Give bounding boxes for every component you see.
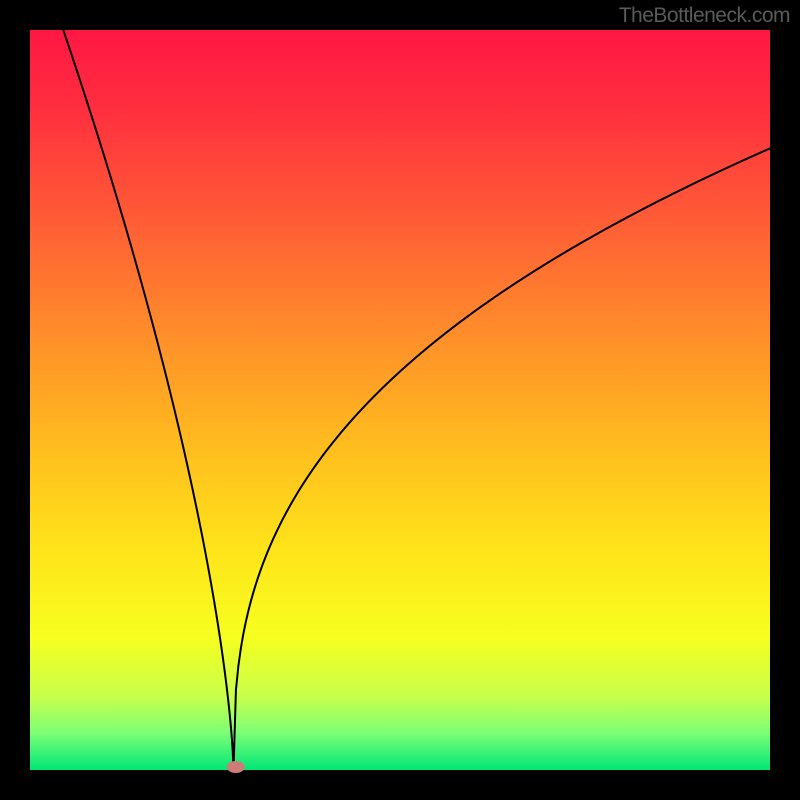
bottleneck-chart <box>0 0 800 800</box>
optimum-marker <box>227 761 245 773</box>
chart-container: TheBottleneck.com <box>0 0 800 800</box>
watermark-text: TheBottleneck.com <box>619 4 790 28</box>
plot-background-gradient <box>30 30 770 770</box>
